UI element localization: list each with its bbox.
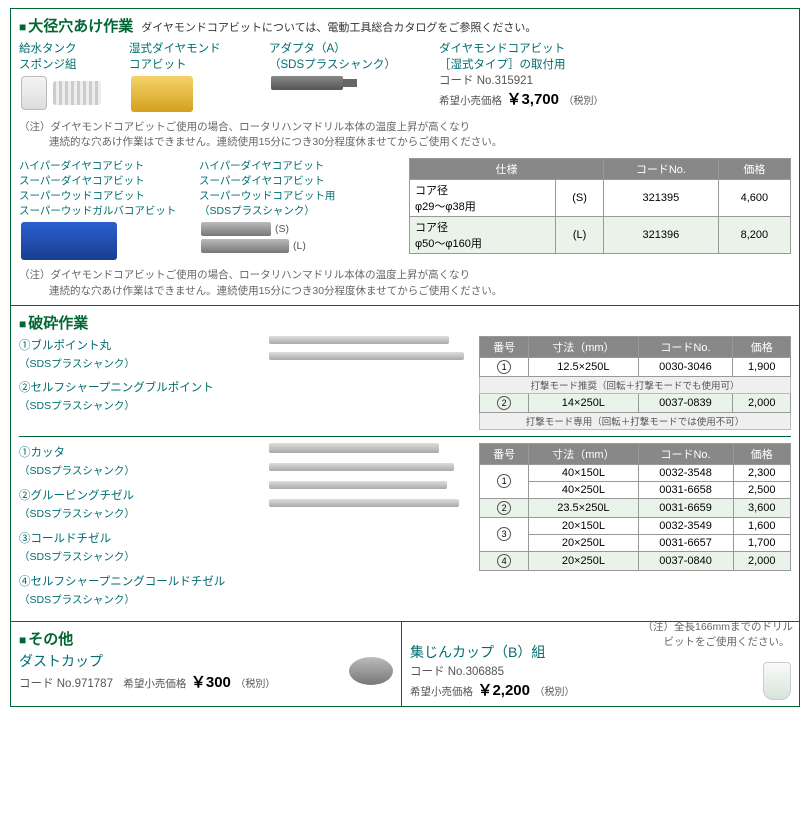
section-large-hole: 大径穴あけ作業 ダイヤモンドコアビットについては、電動工具総合カタログをご参照く… [11, 9, 799, 306]
section-crushing: 破砕作業 ①ブルポイント丸（SDSプラスシャンク）②セルフシャープニングブルポイ… [11, 306, 799, 622]
selfsharp-icon [269, 352, 464, 360]
dustcup-icon [349, 657, 393, 685]
section-note: ダイヤモンドコアビットについては、電動工具総合カタログをご参照ください。 [141, 19, 536, 35]
dustcup-name: ダストカップ [19, 651, 341, 671]
cutter-icon [269, 443, 439, 453]
label-adapter: アダプタ（A） （SDSプラスシャンク） [269, 40, 439, 72]
right-code: コード No.315921 [439, 72, 791, 88]
tank-icon [21, 76, 47, 110]
s-mark: (S) [275, 223, 289, 235]
section-other: その他 ダストカップ コード No.971787 希望小売価格 ￥300 （税別… [11, 622, 799, 706]
shank-s-icon [201, 222, 271, 236]
right-title: ダイヤモンドコアビット ［湿式タイプ］の取付用 [439, 40, 791, 72]
note-line3: （注）ダイヤモンドコアビットご使用の場合、ロータリハンマドリル本体の温度上昇が高… [19, 268, 791, 283]
dustcup-b-tax: （税別） [534, 687, 574, 698]
dustcup-b-icon [763, 662, 791, 700]
price-tax: （税別） [563, 96, 603, 107]
note-line1: （注）ダイヤモンドコアビットご使用の場合、ロータリハンマドリル本体の温度上昇が高… [19, 120, 791, 135]
blue-core-icon [21, 222, 117, 260]
dustcup-b-pl: 希望小売価格 [410, 686, 473, 698]
note-line4: 連続的な穴あけ作業はできません。連続使用15分につき30分程度休ませてからご使用… [19, 284, 791, 299]
grooving-icon [269, 463, 454, 471]
label-tank: 給水タンク スポンジ組 [19, 40, 129, 72]
l-mark: (L) [293, 240, 306, 252]
crush-items-1: ①ブルポイント丸（SDSプラスシャンク）②セルフシャープニングブルポイント（SD… [19, 336, 269, 420]
section-title: 大径穴あけ作業 [19, 15, 133, 36]
bitlist-left: ハイパーダイヤコアビットスーパーダイヤコアビットスーパーウッドコアビットスーパー… [19, 158, 199, 218]
section-title-3: その他 [19, 631, 73, 648]
crush-table-1: 番号寸法（mm）コードNo.価格112.5×250L0030-30461,900… [479, 336, 791, 430]
dustcup-tax: （税別） [235, 679, 275, 690]
bullpoint-icon [269, 336, 449, 344]
dustcup-price: ￥300 [191, 674, 231, 691]
drill-note: （注）全長166mmまでのドリル ビットをご使用ください。 [642, 620, 793, 650]
catalog-frame: 大径穴あけ作業 ダイヤモンドコアビットについては、電動工具総合カタログをご参照く… [10, 8, 800, 707]
dustcup-b-code: コード No.306885 [410, 663, 574, 679]
price-value: ￥3,700 [506, 91, 559, 108]
note-line2: 連続的な穴あけ作業はできません。連続使用15分につき30分程度休ませてからご使用… [19, 135, 791, 150]
price-label: 希望小売価格 [439, 95, 502, 107]
dustcup-code: コード No.971787 [19, 678, 113, 690]
adapter-icon [271, 76, 343, 90]
dustcup-pl: 希望小売価格 [123, 678, 186, 690]
label-corebit: 湿式ダイヤモンド コアビット [129, 40, 269, 72]
shank-l-icon [201, 239, 289, 253]
section-title-2: 破砕作業 [19, 315, 88, 332]
bitlist-right: ハイパーダイヤコアビットスーパーダイヤコアビットスーパーウッドコアビット用（SD… [199, 158, 409, 218]
dustcup-b-price: ￥2,200 [477, 682, 530, 699]
sponge-icon [53, 81, 101, 105]
spec-table: 仕様コードNo.価格コア径 φ29～φ38用(S)3213954,600コア径 … [409, 158, 791, 254]
crush-items-2: ①カッタ（SDSプラスシャンク）②グルービングチゼル（SDSプラスシャンク）③コ… [19, 443, 269, 615]
coldchisel-icon [269, 481, 447, 489]
gold-corebit-icon [131, 76, 193, 112]
crush-table-2: 番号寸法（mm）コードNo.価格140×150L0032-35482,30040… [479, 443, 791, 571]
selfsharp-cold-icon [269, 499, 459, 507]
